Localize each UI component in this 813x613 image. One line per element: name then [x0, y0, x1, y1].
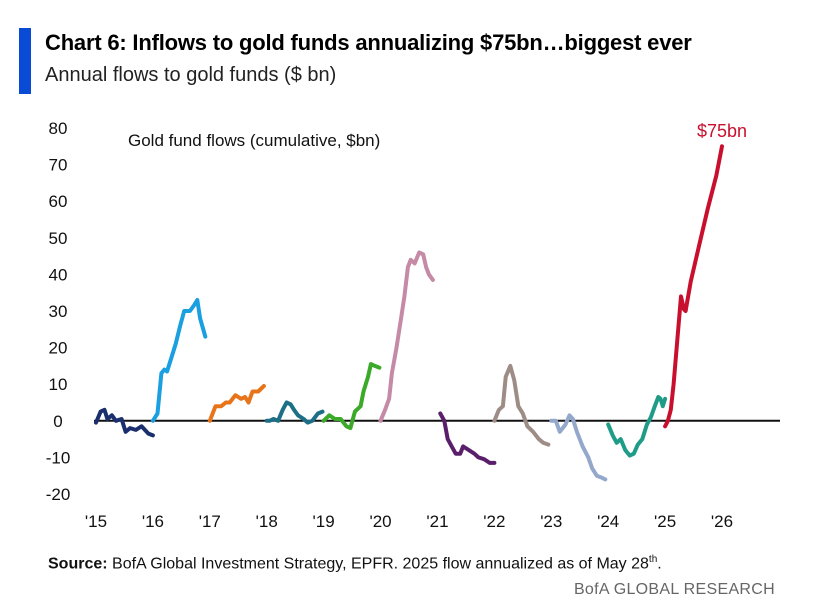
series-line-2020	[378, 250, 435, 423]
series-line-2019	[321, 362, 382, 431]
series-layer	[94, 144, 724, 482]
y-tick-label: 20	[49, 339, 68, 358]
x-tick-label: '22	[483, 512, 505, 531]
chart-subtitle: Annual flows to gold funds ($ bn)	[45, 64, 337, 86]
x-tick-label: '16	[142, 512, 164, 531]
x-axis-ticks: '15 '16 '17 '18 '19 '20 '21 '22 '23 '24 '25 '26	[85, 512, 733, 531]
source-note: Source: BofA Global Investment Strategy,…	[48, 554, 662, 573]
series-line-2025	[663, 144, 724, 429]
y-tick-label: 80	[49, 119, 68, 138]
x-tick-label: '19	[313, 512, 335, 531]
brand-footer: BofA GLOBAL RESEARCH	[573, 581, 775, 598]
y-tick-label: -20	[46, 485, 71, 504]
series-line-2017	[207, 384, 266, 423]
chart-annotation: Gold fund flows (cumulative, $bn)	[128, 131, 380, 150]
series-line-2022	[492, 363, 551, 447]
series-line-2015	[94, 407, 155, 438]
series-line-2023	[549, 413, 608, 482]
y-tick-label: -10	[46, 448, 71, 467]
y-tick-label: 60	[49, 192, 68, 211]
x-tick-label: '21	[426, 512, 448, 531]
source-label: Source:	[48, 555, 108, 573]
x-tick-label: '24	[597, 512, 619, 531]
series-line-2024	[606, 395, 668, 458]
series-line-2018	[264, 400, 325, 425]
title-accent-bar	[19, 28, 31, 94]
y-tick-label: 50	[49, 229, 68, 248]
x-tick-label: '20	[369, 512, 391, 531]
y-axis-ticks: 80 70 60 50 40 30 20 10 0 -10 -20	[46, 119, 71, 504]
source-text: BofA Global Investment Strategy, EPFR. 2…	[112, 555, 649, 573]
x-tick-label: '25	[654, 512, 676, 531]
y-tick-label: 70	[49, 156, 68, 175]
x-tick-label: '17	[199, 512, 221, 531]
series-line-2021	[438, 411, 497, 465]
source-sup: th	[648, 554, 658, 565]
end-value-label: $75bn	[697, 121, 747, 141]
y-tick-label: 40	[49, 265, 68, 284]
x-tick-label: '18	[256, 512, 278, 531]
series-line-2016	[150, 298, 208, 423]
x-tick-label: '15	[85, 512, 107, 531]
y-tick-label: 0	[53, 412, 62, 431]
x-tick-label: '23	[540, 512, 562, 531]
source-end: .	[657, 555, 662, 573]
chart-title: Chart 6: Inflows to gold funds annualizi…	[45, 30, 692, 55]
y-tick-label: 10	[49, 375, 68, 394]
x-tick-label: '26	[711, 512, 733, 531]
y-tick-label: 30	[49, 302, 68, 321]
